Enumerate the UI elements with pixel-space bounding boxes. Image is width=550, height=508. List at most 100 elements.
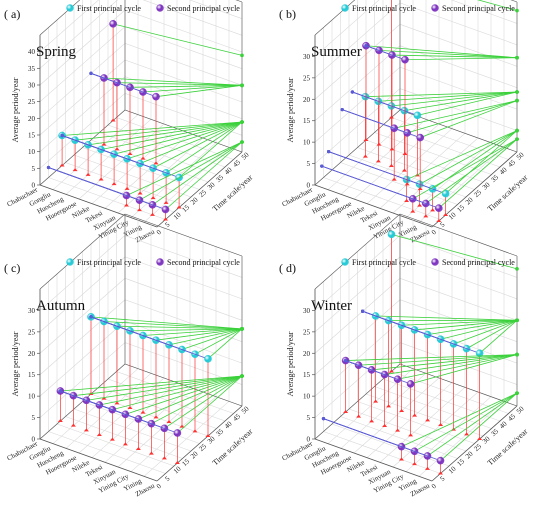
time-tick-label-9: 45 <box>506 412 517 423</box>
sidewall-grid-z-3 <box>124 299 243 342</box>
stem-base-second-5 <box>408 433 414 437</box>
stem-base-first-4 <box>412 413 418 417</box>
floor-grid-station-4 <box>91 382 178 458</box>
panel-label: ( d) <box>279 261 296 275</box>
floor-grid-station-3 <box>78 123 165 200</box>
sidewall-grid-z-4 <box>399 278 518 321</box>
connector-back-second-9 <box>60 390 178 434</box>
stem-base-second-1 <box>101 142 107 146</box>
point-second-9 <box>173 429 182 437</box>
point-second-9 <box>434 204 443 212</box>
z-tick-label-6: 30 <box>303 53 311 61</box>
sidewall-grid-z-4 <box>124 278 243 321</box>
connector-side-first-7 <box>453 319 518 345</box>
time-tick-label-9: 45 <box>506 158 517 169</box>
connector-back-end-second-5 <box>89 71 93 75</box>
connector-side-first-6 <box>139 121 243 164</box>
connector-side-second-8 <box>152 141 243 206</box>
time-tick-label-5: 25 <box>197 442 208 453</box>
connector-side-second-4 <box>112 375 243 411</box>
connector-end-second-9 <box>515 391 519 395</box>
z-tick-label-0: 0 <box>32 182 36 190</box>
z-tick-label-1: 5 <box>32 414 36 422</box>
panel-label: ( c) <box>4 261 20 275</box>
frame-station-axis <box>39 438 158 482</box>
connector-side-second-6 <box>126 141 243 196</box>
stem-base-second-6 <box>124 203 129 207</box>
connector-side-second-0 <box>345 354 518 361</box>
stem-base-first-0 <box>59 163 65 167</box>
time-tick-label-6: 30 <box>206 435 217 446</box>
stem-base-second-7 <box>148 451 154 455</box>
floor-grid-station-2 <box>65 373 152 449</box>
connector-back-first-9 <box>362 310 480 354</box>
legend-second-label: Second principal cycle <box>442 258 515 267</box>
floor-grid-time-4 <box>73 154 192 198</box>
frame-time-axis <box>431 405 518 482</box>
connector-back-end-second-9 <box>46 165 51 170</box>
stem-base-first-7 <box>150 196 156 200</box>
stem-base-first-2 <box>375 159 381 163</box>
connector-back-end-first-5 <box>350 90 354 94</box>
stem-base-second-9 <box>438 471 443 475</box>
connector-side-second-1 <box>378 49 518 59</box>
stem-base-first-5 <box>124 186 130 190</box>
connector-side-first-3 <box>101 121 243 150</box>
sidewall-grid-z-5 <box>399 2 518 46</box>
connector-back-end-first-9 <box>89 315 93 319</box>
stem-base-second-8 <box>161 456 167 460</box>
stem-base-first-8 <box>192 429 198 433</box>
time-tick-label-3: 15 <box>455 457 466 468</box>
connector-back-second-9 <box>321 165 439 209</box>
time-tick-label-4: 20 <box>464 196 475 207</box>
legend-first-marker <box>66 258 74 266</box>
connector-back-end-first-9 <box>327 149 331 154</box>
connector-side-second-8 <box>427 392 518 457</box>
connector-side-second-8 <box>425 138 518 204</box>
floor-grid-station-7 <box>130 142 217 218</box>
stem-base-second-5 <box>153 161 159 165</box>
floor-grid-time-3 <box>340 162 458 205</box>
connector-side-first-2 <box>88 121 243 146</box>
stem-base-first-9 <box>205 434 211 437</box>
floor-grid-station-4 <box>366 128 453 204</box>
stem-base-second-3 <box>402 152 408 155</box>
sidewall-grid-z-2 <box>124 76 243 119</box>
time-tick-label-9: 45 <box>231 412 242 423</box>
connector-side-first-4 <box>414 319 518 331</box>
stem-base-first-2 <box>114 401 120 405</box>
point-first-5 <box>413 111 422 120</box>
frame-back-floor <box>39 109 126 186</box>
connector-side-first-9 <box>178 121 243 178</box>
stem-base-first-6 <box>438 423 444 426</box>
time-tick-label-6: 30 <box>206 181 217 192</box>
z-axis-title: Average period/year <box>11 77 20 142</box>
legend-first-label: First principal cycle <box>352 258 416 267</box>
stem-base-second-3 <box>96 433 102 436</box>
connector-side-first-3 <box>129 328 243 332</box>
floor-grid-station-6 <box>117 137 204 214</box>
floor-grid-time-9 <box>116 371 234 414</box>
stem-base-second-8 <box>423 214 429 218</box>
stem-base-second-6 <box>417 187 423 190</box>
connector-back-second-3 <box>365 45 406 61</box>
stem-base-first-5 <box>153 415 159 419</box>
connector-side-first-6 <box>440 319 518 340</box>
z-tick-label-4: 20 <box>303 96 311 104</box>
stem-base-first-5 <box>425 418 431 422</box>
floor-grid-station-3 <box>353 123 440 200</box>
point-second-9 <box>436 456 445 465</box>
connector-side-first-5 <box>417 91 518 116</box>
connector-side-second-0 <box>365 45 518 59</box>
stem-base-first-7 <box>179 424 185 428</box>
floor-grid-station-5 <box>379 133 466 209</box>
floor-grid-station-8 <box>143 147 230 223</box>
floor-grid-station-7 <box>405 396 492 472</box>
connector-side-second-0 <box>60 375 243 392</box>
time-tick-label-8: 40 <box>223 420 234 431</box>
z-tick-label-2: 10 <box>303 139 311 147</box>
